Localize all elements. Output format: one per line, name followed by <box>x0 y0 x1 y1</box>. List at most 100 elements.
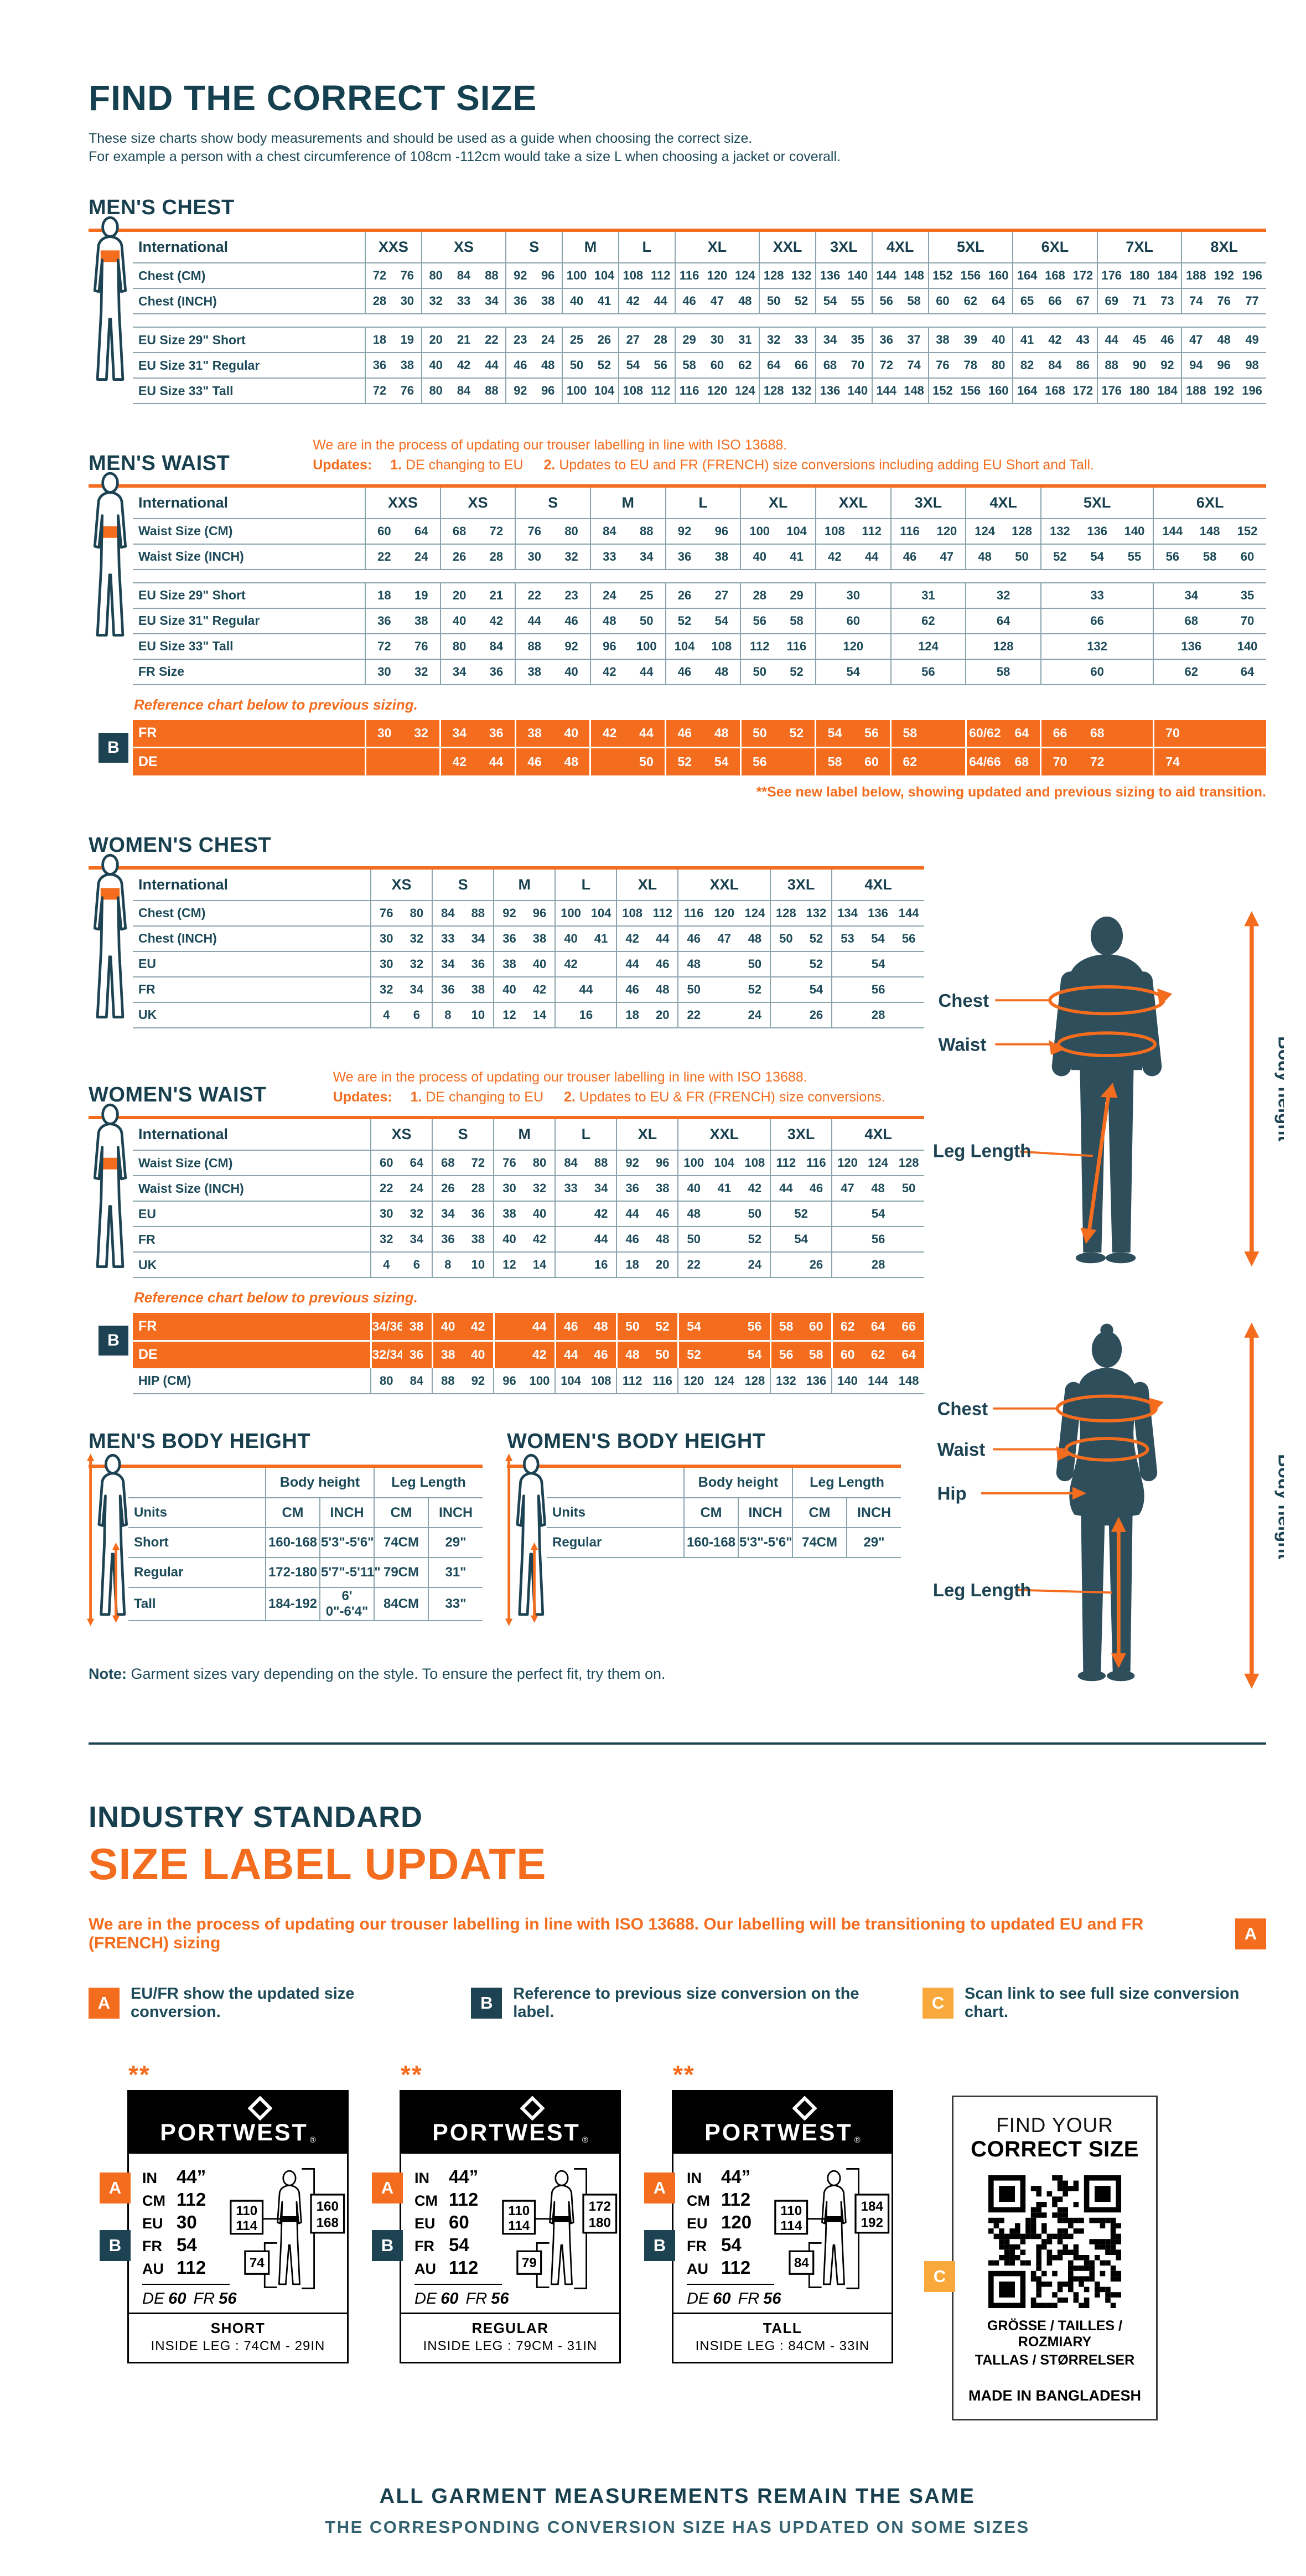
size-cell: 92 <box>505 378 535 404</box>
size-cell <box>709 1252 740 1278</box>
label-size-row: IN 44” <box>142 2166 206 2187</box>
size-cell: 31 <box>890 582 966 609</box>
size-cell: 60 <box>703 353 732 379</box>
size-cell: 32 <box>401 1201 433 1227</box>
size-cell: 172 <box>1069 263 1097 289</box>
size-cell: 84 <box>1041 353 1069 379</box>
size-cell: 48 <box>703 659 741 685</box>
row-label: Waist Size (INCH) <box>133 1176 371 1202</box>
size-cell: 48 <box>647 1227 678 1253</box>
svg-text:114: 114 <box>780 2218 802 2233</box>
size-cell: 56 <box>646 353 675 379</box>
row-label: EU Size 31" Regular <box>133 608 365 634</box>
size-cell: 132 <box>787 263 816 289</box>
size-cell: 27 <box>703 582 741 609</box>
size-cell: 40 <box>463 1341 494 1368</box>
size-cell: 42 <box>524 1227 556 1253</box>
size-cell: 54 <box>815 288 844 314</box>
row-label: Chest (CM) <box>133 900 371 927</box>
size-cell: 92 <box>616 1150 647 1176</box>
qr-card: FIND YOUR CORRECT SIZE GRÖSSE / TAILLES … <box>924 2095 1158 2420</box>
size-cell: 44 <box>616 951 647 977</box>
size-cell: 48 <box>1210 327 1238 353</box>
size-cell: 136 <box>815 378 844 404</box>
label-figure-diagram: 110 114 184 192 84 <box>774 2168 890 2289</box>
svg-text:168: 168 <box>317 2216 339 2231</box>
size-cell: 60 <box>1040 659 1154 685</box>
size-cell: 88 <box>1096 353 1126 379</box>
label-size-row: EU 120 <box>687 2212 752 2233</box>
size-cell: 64 <box>1003 720 1041 748</box>
mens-waist-previous-sizing-table: FR 30 32 34 36 38 40 42 44 46 48 50 52 54 56 58 60/62 64 6… <box>133 720 1266 775</box>
size-cell: 84 <box>432 900 463 927</box>
size-cell: 42 <box>589 659 628 685</box>
size-cell: 48 <box>647 976 678 1003</box>
size-cell: 160 <box>984 378 1013 404</box>
size-cell: 92 <box>665 518 703 545</box>
row-label: FR Size <box>133 659 365 685</box>
size-cell: 40 <box>493 976 525 1003</box>
size-cell: 48 <box>731 288 760 314</box>
size-cell: 136 <box>1078 518 1116 545</box>
legend-item: A EU/FR show the updated size conversion… <box>89 1985 428 2021</box>
size-cell: 50 <box>770 925 801 952</box>
size-cell: 56 <box>871 288 900 314</box>
size-cell: 60 <box>365 518 403 545</box>
size-cell: 46 <box>553 608 590 634</box>
size-cell: 184-192 <box>265 1587 320 1621</box>
size-label-update-intro: We are in the process of updating our tr… <box>89 1915 1266 1953</box>
size-cell: 96 <box>703 518 741 545</box>
size-cell: 38 <box>393 353 422 379</box>
table-corner-label: International <box>133 869 371 901</box>
size-cell: 24 <box>402 544 440 570</box>
size-cell: 148 <box>900 378 929 404</box>
size-cell: 54 <box>815 720 853 748</box>
size-cell: 68 <box>439 518 478 545</box>
size-cell: 50 <box>893 1176 924 1202</box>
section-size-label-update: INDUSTRY STANDARD SIZE LABEL UPDATE We a… <box>89 1800 1266 2420</box>
size-cell: 108 <box>703 633 741 660</box>
unit-header: INCH <box>738 1498 792 1528</box>
svg-text:114: 114 <box>508 2218 530 2233</box>
size-cell <box>709 951 740 977</box>
size-cell: 76 <box>493 1150 525 1176</box>
size-cell: 50 <box>739 1201 771 1227</box>
size-cell: 46 <box>1153 327 1182 353</box>
size-cell: 40 <box>439 608 478 634</box>
legend-item: C Scan link to see full size conversion … <box>923 1985 1266 2021</box>
size-cell: 16 <box>585 1252 617 1278</box>
size-cell <box>1229 720 1266 748</box>
size-cell: 124 <box>709 1368 740 1394</box>
mens-chest-title: MEN'S CHEST <box>89 196 235 219</box>
size-cell: 100 <box>677 1150 709 1176</box>
size-cell: 62 <box>890 608 966 634</box>
fit-name: REGULAR <box>471 2320 549 2337</box>
size-table: International XS S M L XL XXL 3XL 4XL Waist Size … <box>133 1119 924 1278</box>
size-cell <box>402 747 440 775</box>
size-cell: 84 <box>554 1150 586 1176</box>
size-cell: 108 <box>618 378 647 404</box>
size-cell: 80 <box>401 900 433 927</box>
table-corner-label: International <box>133 487 365 519</box>
size-cell: 36 <box>871 327 900 353</box>
units-label: Units <box>128 1498 266 1528</box>
person-outline-icon <box>93 216 127 381</box>
size-cell: 108 <box>739 1150 771 1176</box>
chest-label: Chest <box>937 1398 988 1419</box>
size-cell: 42 <box>524 1341 556 1368</box>
size-cell: 22 <box>677 1002 709 1028</box>
size-cell: 120 <box>831 1150 863 1176</box>
size-cell: 128 <box>759 263 788 289</box>
size-cell: 62 <box>862 1341 894 1368</box>
size-cell <box>709 1002 740 1028</box>
size-cell <box>709 1201 740 1227</box>
size-cell: 196 <box>1238 378 1266 404</box>
label-size-row: FR 54 <box>414 2234 469 2256</box>
size-cell: 46 <box>554 1313 586 1342</box>
orange-measure-marks <box>995 919 1254 1258</box>
size-cell: 38 <box>402 608 440 634</box>
size-cell: 42 <box>463 1313 494 1342</box>
size-group-header: XL <box>740 487 816 519</box>
size-cell: 54 <box>703 747 741 775</box>
size-cell: 62 <box>956 288 985 314</box>
